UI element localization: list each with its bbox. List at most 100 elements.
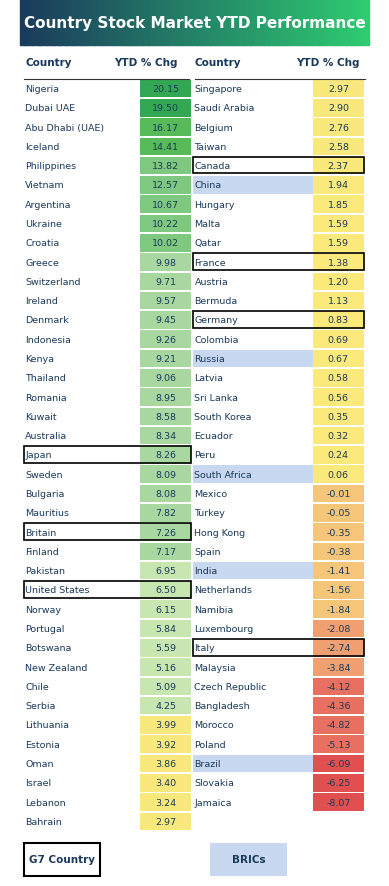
- Bar: [226, 0, 228, 46]
- Text: -4.36: -4.36: [326, 702, 350, 711]
- FancyBboxPatch shape: [140, 389, 191, 407]
- Bar: [360, 0, 362, 46]
- Bar: [287, 0, 289, 46]
- Text: -0.05: -0.05: [326, 509, 350, 517]
- Text: Canada: Canada: [194, 162, 231, 171]
- Bar: [294, 0, 296, 46]
- FancyBboxPatch shape: [140, 581, 191, 599]
- Bar: [292, 0, 294, 46]
- Bar: [240, 0, 242, 46]
- FancyBboxPatch shape: [140, 447, 191, 464]
- Text: -5.13: -5.13: [326, 740, 350, 749]
- Bar: [57, 0, 59, 46]
- Bar: [223, 0, 224, 46]
- Bar: [344, 0, 347, 46]
- FancyBboxPatch shape: [140, 620, 191, 638]
- Bar: [62, 0, 64, 46]
- Bar: [130, 0, 132, 46]
- Text: Argentina: Argentina: [25, 200, 72, 209]
- Bar: [39, 0, 41, 46]
- Text: 0.06: 0.06: [328, 470, 349, 479]
- Bar: [336, 0, 338, 46]
- Text: 1.85: 1.85: [328, 200, 349, 209]
- Text: Country Stock Market YTD Performance: Country Stock Market YTD Performance: [24, 16, 365, 30]
- Bar: [112, 0, 115, 46]
- Bar: [149, 0, 151, 46]
- Text: Ecuador: Ecuador: [194, 431, 233, 440]
- FancyBboxPatch shape: [313, 794, 364, 811]
- Text: Latvia: Latvia: [194, 374, 224, 383]
- Bar: [231, 0, 233, 46]
- Text: 10.22: 10.22: [152, 220, 179, 229]
- Text: Romania: Romania: [25, 393, 67, 402]
- FancyBboxPatch shape: [313, 292, 364, 310]
- Bar: [315, 0, 317, 46]
- Bar: [55, 0, 57, 46]
- Text: Russia: Russia: [194, 354, 225, 363]
- Text: Lithuania: Lithuania: [25, 720, 69, 729]
- Bar: [282, 0, 284, 46]
- FancyBboxPatch shape: [313, 138, 364, 156]
- Text: Peru: Peru: [194, 451, 216, 460]
- Bar: [230, 0, 231, 46]
- Text: 9.21: 9.21: [155, 354, 176, 363]
- Text: Switzerland: Switzerland: [25, 277, 81, 286]
- Bar: [332, 0, 334, 46]
- FancyBboxPatch shape: [193, 466, 364, 484]
- Bar: [357, 0, 359, 46]
- Bar: [86, 0, 88, 46]
- FancyBboxPatch shape: [313, 331, 364, 348]
- Bar: [46, 0, 48, 46]
- Text: 1.94: 1.94: [328, 182, 349, 190]
- Text: 9.98: 9.98: [155, 258, 176, 268]
- Bar: [313, 0, 315, 46]
- Bar: [254, 0, 256, 46]
- Bar: [256, 0, 258, 46]
- Bar: [209, 0, 210, 46]
- Bar: [48, 0, 50, 46]
- Bar: [271, 0, 273, 46]
- Text: Mexico: Mexico: [194, 489, 228, 499]
- Text: BRICs: BRICs: [232, 853, 265, 864]
- Text: Jamaica: Jamaica: [194, 797, 232, 806]
- Text: -4.82: -4.82: [326, 720, 350, 729]
- FancyBboxPatch shape: [140, 235, 191, 253]
- Text: Nigeria: Nigeria: [25, 85, 60, 94]
- Bar: [107, 0, 109, 46]
- Bar: [100, 0, 102, 46]
- Text: Greece: Greece: [25, 258, 59, 268]
- Bar: [161, 0, 163, 46]
- Text: 5.84: 5.84: [155, 625, 176, 633]
- Bar: [291, 0, 293, 46]
- Bar: [205, 0, 207, 46]
- Bar: [140, 0, 142, 46]
- Bar: [224, 0, 226, 46]
- Text: -3.84: -3.84: [326, 663, 350, 672]
- Bar: [257, 0, 259, 46]
- FancyBboxPatch shape: [140, 292, 191, 310]
- Bar: [284, 0, 286, 46]
- Bar: [173, 0, 176, 46]
- FancyBboxPatch shape: [313, 235, 364, 253]
- FancyBboxPatch shape: [313, 717, 364, 734]
- Bar: [74, 0, 76, 46]
- Bar: [200, 0, 202, 46]
- Bar: [219, 0, 221, 46]
- Bar: [233, 0, 235, 46]
- Bar: [184, 0, 186, 46]
- FancyBboxPatch shape: [140, 254, 191, 271]
- Bar: [172, 0, 174, 46]
- FancyBboxPatch shape: [313, 427, 364, 445]
- Bar: [322, 0, 324, 46]
- Text: Philippines: Philippines: [25, 162, 77, 171]
- Bar: [29, 0, 31, 46]
- Bar: [351, 0, 354, 46]
- Text: Malta: Malta: [194, 220, 221, 229]
- Bar: [244, 0, 245, 46]
- Text: Colombia: Colombia: [194, 335, 239, 345]
- Bar: [165, 0, 167, 46]
- FancyBboxPatch shape: [140, 774, 191, 792]
- Bar: [88, 0, 90, 46]
- Bar: [45, 0, 47, 46]
- Bar: [191, 0, 193, 46]
